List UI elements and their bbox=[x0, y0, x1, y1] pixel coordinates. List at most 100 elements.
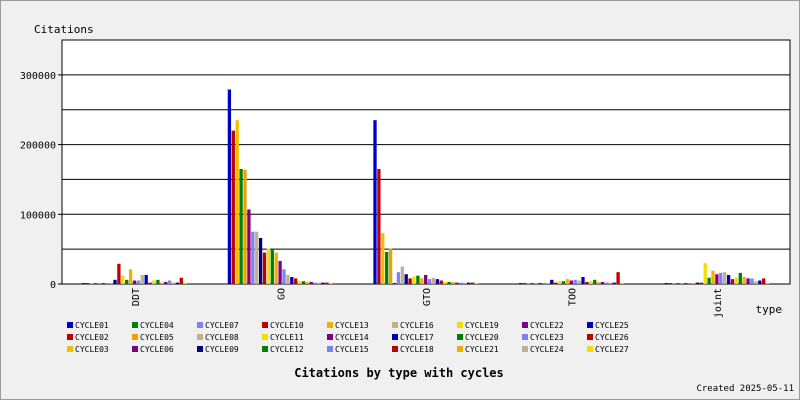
bar bbox=[396, 272, 401, 284]
bar bbox=[278, 260, 282, 284]
bar bbox=[156, 279, 160, 284]
bar bbox=[684, 283, 688, 284]
legend-swatch bbox=[67, 346, 73, 352]
legend-label: CYCLE18 bbox=[400, 345, 434, 354]
bar bbox=[530, 283, 534, 284]
bar bbox=[385, 251, 389, 284]
x-tick-label: TOO bbox=[568, 288, 579, 306]
legend-label: CYCLE11 bbox=[270, 333, 304, 342]
bar bbox=[738, 272, 742, 284]
legend-label: CYCLE19 bbox=[465, 321, 499, 330]
bar bbox=[231, 130, 235, 284]
legend-label: CYCLE01 bbox=[75, 321, 109, 330]
bar bbox=[164, 281, 168, 284]
bar bbox=[443, 281, 447, 284]
legend-swatch bbox=[132, 334, 138, 340]
legend-label: CYCLE05 bbox=[140, 333, 174, 342]
bar bbox=[140, 274, 144, 284]
bar bbox=[730, 279, 735, 284]
bar bbox=[466, 282, 471, 284]
bar bbox=[600, 281, 605, 284]
x-tick-label: joint bbox=[713, 288, 724, 318]
bar bbox=[175, 282, 180, 284]
legend-swatch bbox=[457, 346, 463, 352]
bar bbox=[723, 272, 727, 284]
bar bbox=[294, 278, 298, 284]
legend-label: CYCLE24 bbox=[530, 345, 564, 354]
plot-area bbox=[61, 39, 791, 285]
bar bbox=[412, 276, 416, 284]
x-tick-label: GTO bbox=[422, 288, 433, 306]
legend-swatch bbox=[587, 334, 593, 340]
y-axis-label: Citations bbox=[34, 23, 94, 36]
bar bbox=[750, 278, 754, 284]
bar bbox=[447, 281, 451, 284]
bar bbox=[305, 281, 310, 284]
bar bbox=[557, 281, 562, 284]
bar bbox=[620, 282, 624, 284]
bar bbox=[132, 280, 137, 284]
bar bbox=[270, 249, 274, 284]
legend-label: CYCLE17 bbox=[400, 333, 434, 342]
bar bbox=[105, 283, 109, 284]
bar bbox=[325, 282, 329, 284]
y-tick-label: 0 bbox=[50, 280, 56, 291]
bar bbox=[585, 281, 589, 284]
bar bbox=[381, 233, 385, 284]
bar bbox=[680, 283, 684, 284]
x-axis-label: type bbox=[756, 303, 783, 316]
legend-label: CYCLE15 bbox=[335, 345, 369, 354]
bar bbox=[699, 282, 703, 284]
bar bbox=[518, 283, 523, 284]
bar bbox=[420, 278, 424, 284]
bar bbox=[82, 283, 86, 284]
bar bbox=[125, 279, 129, 284]
legend-swatch bbox=[327, 346, 333, 352]
legend-swatch bbox=[67, 334, 73, 340]
bar bbox=[377, 168, 381, 284]
bar bbox=[313, 282, 317, 284]
legend-label: CYCLE13 bbox=[335, 321, 369, 330]
bar bbox=[121, 275, 125, 284]
bar bbox=[522, 283, 527, 284]
bar bbox=[573, 279, 577, 284]
legend-label: CYCLE07 bbox=[205, 321, 239, 330]
legend-swatch bbox=[457, 334, 463, 340]
legend-swatch bbox=[327, 322, 333, 328]
legend-label: CYCLE03 bbox=[75, 345, 109, 354]
bar bbox=[297, 281, 302, 284]
bar bbox=[309, 281, 313, 284]
bar bbox=[136, 280, 141, 284]
bar bbox=[593, 279, 597, 284]
x-tick-label: DDT bbox=[131, 288, 142, 306]
bar bbox=[726, 274, 731, 284]
bar bbox=[388, 248, 393, 284]
legend-label: CYCLE26 bbox=[595, 333, 629, 342]
bar bbox=[474, 282, 479, 284]
legend-swatch bbox=[132, 322, 138, 328]
bar bbox=[243, 169, 247, 284]
legend-swatch bbox=[197, 322, 203, 328]
y-tick-label: 200000 bbox=[20, 141, 56, 152]
legend-label: CYCLE09 bbox=[205, 345, 239, 354]
bar bbox=[596, 281, 601, 284]
bar bbox=[734, 277, 739, 284]
bar bbox=[554, 282, 558, 284]
legend-swatch bbox=[587, 346, 593, 352]
bar bbox=[179, 277, 183, 284]
bar bbox=[719, 272, 723, 284]
bar bbox=[251, 231, 255, 284]
bar bbox=[404, 274, 408, 284]
bar bbox=[274, 252, 278, 284]
bar bbox=[152, 280, 156, 284]
bar bbox=[668, 283, 672, 284]
legend-swatch bbox=[67, 322, 73, 328]
bar bbox=[148, 282, 152, 284]
legend-label: CYCLE10 bbox=[270, 321, 304, 330]
bar bbox=[664, 283, 668, 284]
legend-label: CYCLE21 bbox=[465, 345, 499, 354]
bar bbox=[577, 280, 581, 284]
bar bbox=[424, 274, 428, 284]
axes: 0 100000 200000 300000 DDT GO GTO TOO joint bbox=[20, 71, 724, 318]
bar bbox=[765, 282, 770, 284]
